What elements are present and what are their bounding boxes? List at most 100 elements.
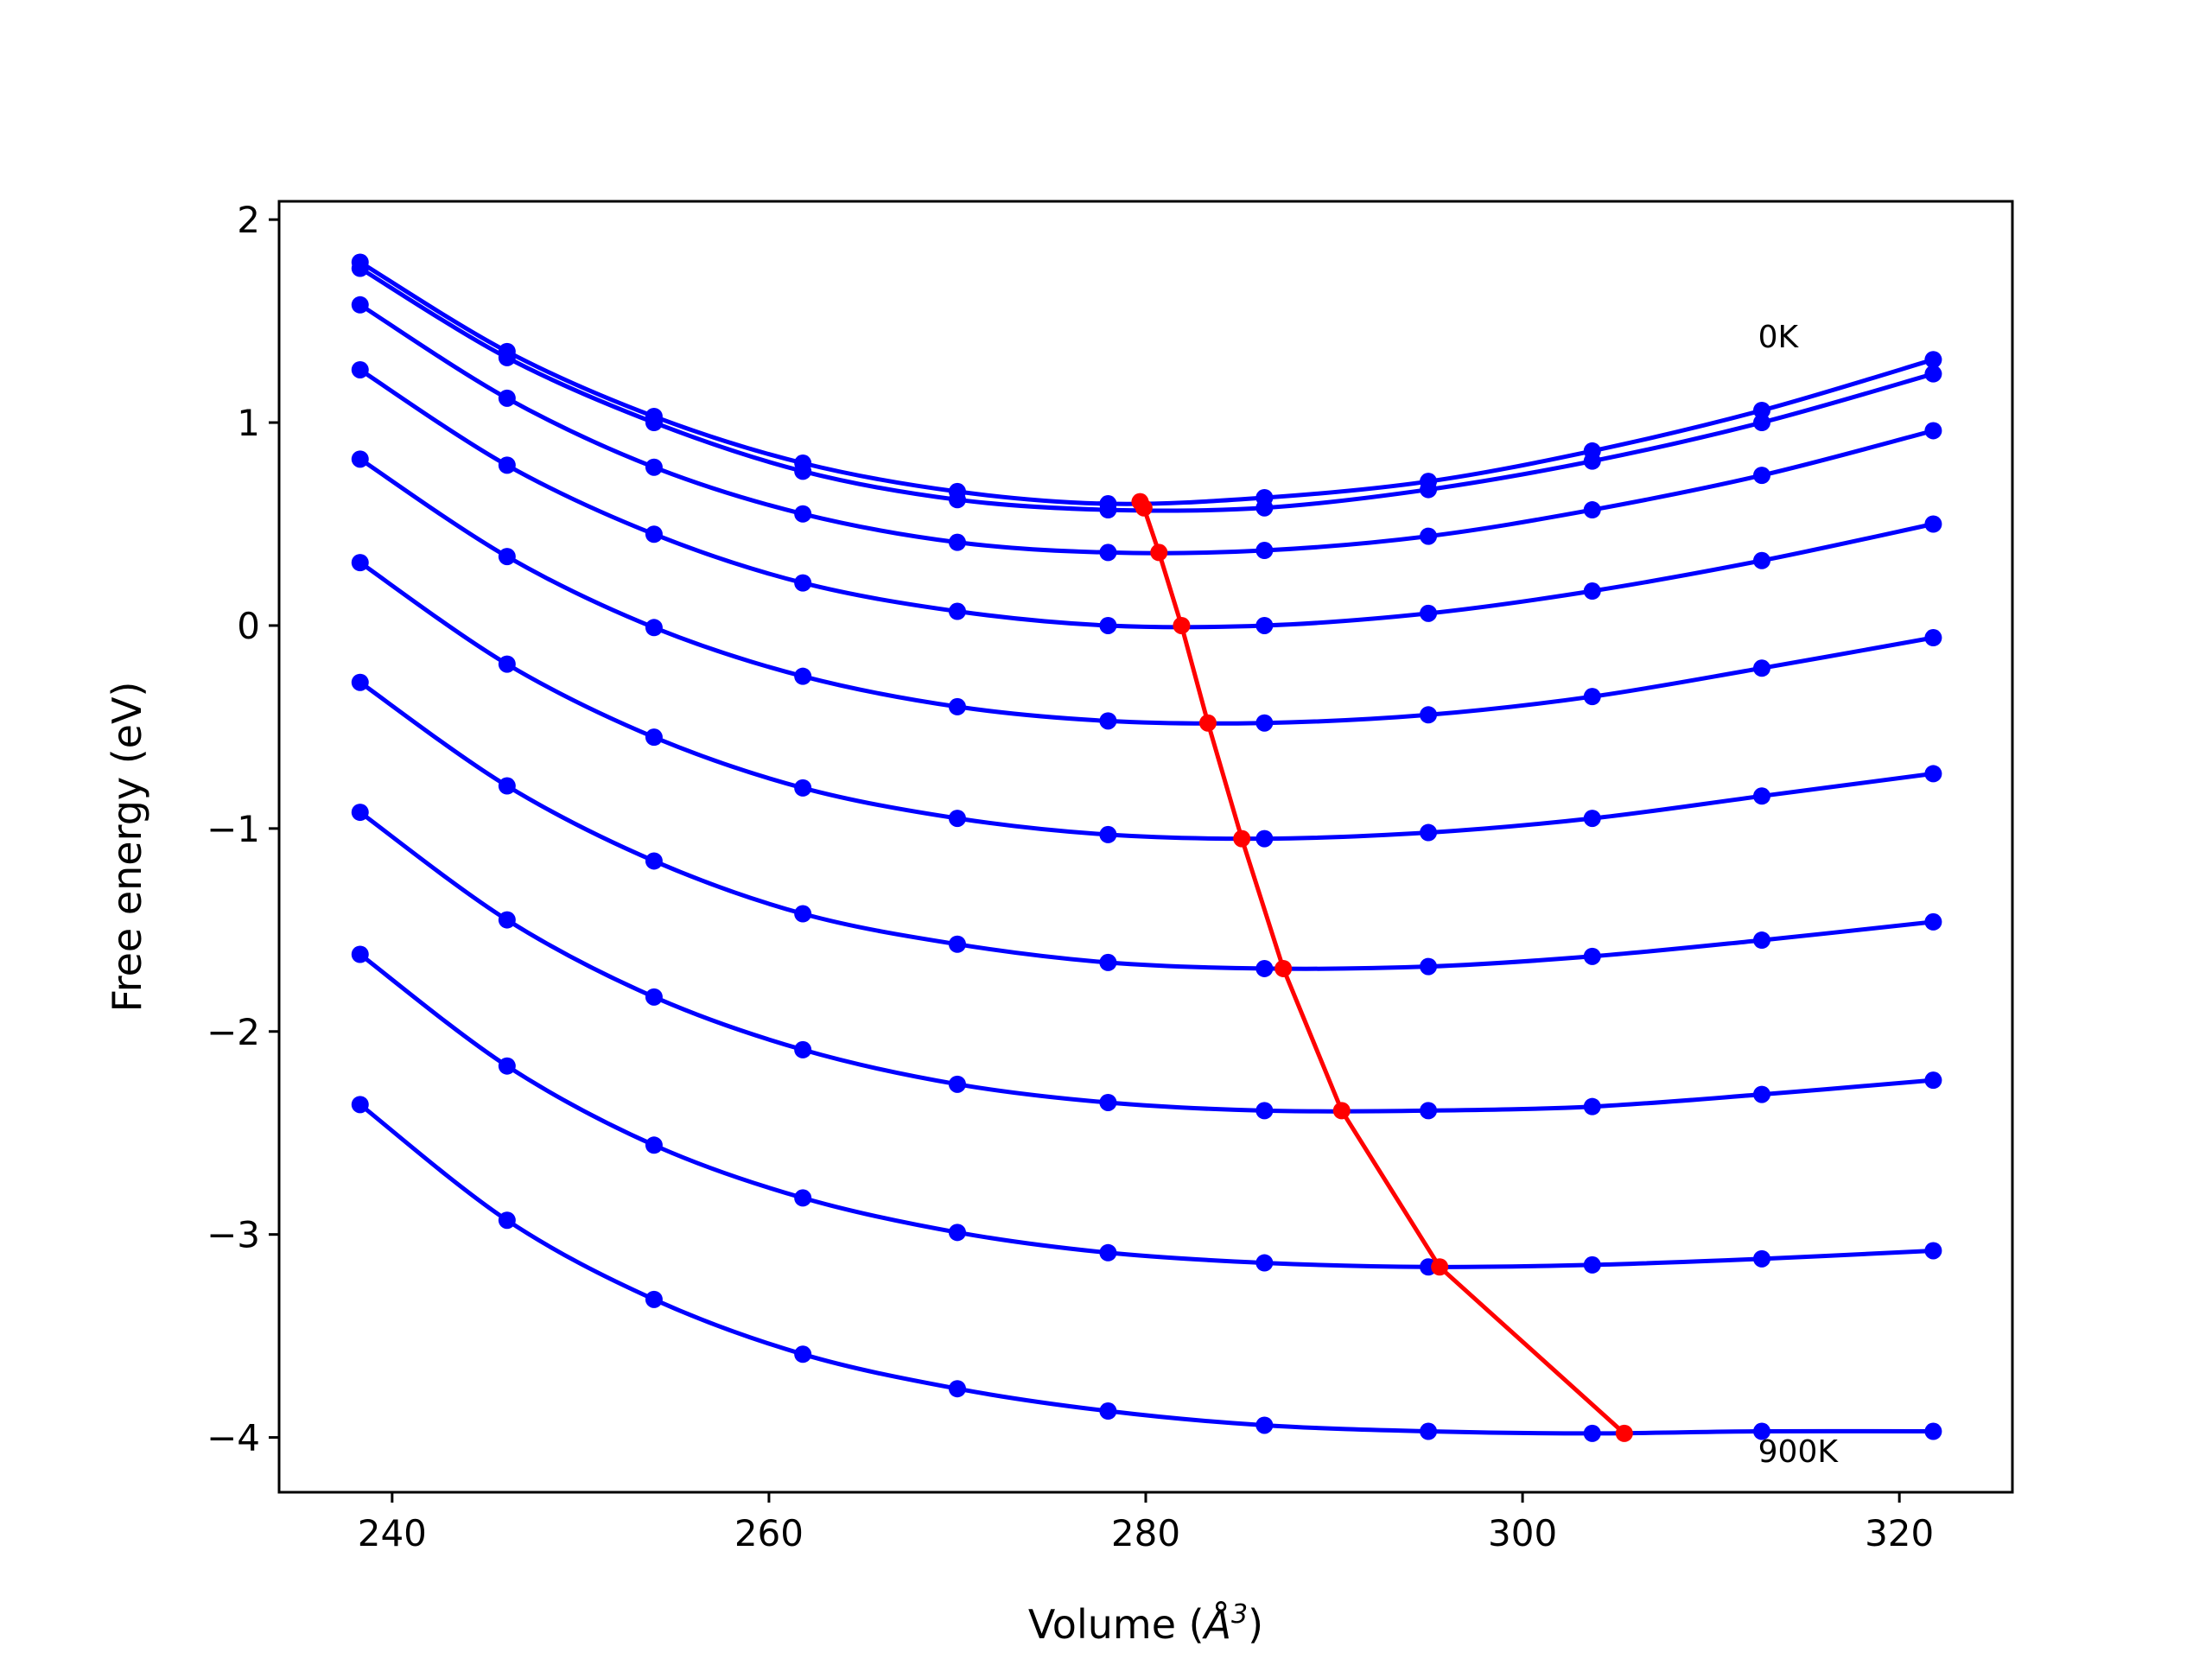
series-0 (351, 253, 1942, 513)
data-point (794, 1345, 812, 1363)
x-tick-label: 320 (1865, 1512, 1934, 1554)
minimum-point (1332, 1102, 1351, 1120)
y-tick-label: −3 (207, 1214, 260, 1256)
data-point (1924, 365, 1942, 383)
data-point (1255, 1254, 1274, 1272)
series-4 (351, 450, 1942, 732)
x-tick-label: 240 (358, 1512, 427, 1554)
annotation-900k: 900K (1758, 1434, 1840, 1470)
data-point (948, 935, 966, 953)
series-5 (351, 554, 1942, 848)
data-point (1255, 542, 1274, 560)
minimum-point (1431, 1258, 1449, 1276)
data-point (498, 655, 516, 673)
data-point (1753, 414, 1771, 432)
data-point (1099, 712, 1117, 730)
data-point (1099, 1402, 1117, 1421)
data-point (351, 296, 369, 314)
data-point (1420, 480, 1438, 499)
data-point (1420, 823, 1438, 842)
data-point (1255, 1416, 1274, 1434)
minimum-line (1138, 500, 1626, 1435)
data-point (1924, 765, 1942, 783)
data-point (498, 548, 516, 566)
data-point (948, 491, 966, 509)
x-axis-label-exponent: 3 (1231, 1599, 1248, 1630)
series-line (359, 810, 1934, 1114)
axis-ticks: 240 260 280 300 320 2 1 0 −1 −2 −3 −4 (207, 199, 1934, 1554)
plot-area: 0K 900K (351, 253, 1942, 1470)
data-point (1924, 1071, 1942, 1090)
data-point (498, 389, 516, 407)
x-axis-label-unit: Å (1202, 1601, 1231, 1648)
data-point (351, 945, 369, 963)
data-point (794, 779, 812, 797)
data-point (1583, 501, 1601, 519)
data-point (1753, 659, 1771, 677)
data-point (1753, 551, 1771, 569)
data-point (1924, 351, 1942, 369)
y-axis-label: Free energy (eV) (104, 682, 150, 1013)
data-point (1255, 1102, 1274, 1120)
data-point (1255, 830, 1274, 848)
data-point (645, 1290, 663, 1308)
data-point (948, 1224, 966, 1242)
data-point (645, 525, 663, 543)
data-point (498, 777, 516, 795)
data-point (351, 554, 369, 572)
series-6 (351, 673, 1942, 977)
minimum-point (1173, 616, 1191, 634)
x-axis-label: Volume (Å3) (1028, 1599, 1263, 1648)
series-line (359, 952, 1934, 1269)
data-point (948, 810, 966, 828)
data-point (1255, 616, 1274, 634)
data-point (1255, 959, 1274, 977)
series-9 (351, 1096, 1942, 1442)
data-point (948, 533, 966, 551)
data-point (1924, 629, 1942, 647)
series-1 (351, 259, 1942, 519)
data-point (645, 414, 663, 432)
y-tick-label: −1 (207, 808, 260, 850)
data-point (1924, 422, 1942, 440)
series-8 (351, 945, 1942, 1276)
data-point (1753, 1422, 1771, 1440)
data-point (1583, 1097, 1601, 1116)
minimum-point (1198, 714, 1217, 732)
data-point (1583, 810, 1601, 828)
series-line (359, 1103, 1934, 1436)
y-tick-label: 0 (237, 605, 260, 647)
data-point (1420, 1422, 1438, 1440)
data-point (1924, 1242, 1942, 1260)
data-point (1099, 501, 1117, 519)
x-tick-label: 260 (734, 1512, 804, 1554)
data-point (948, 1075, 966, 1093)
data-point (948, 1380, 966, 1398)
data-point (645, 458, 663, 476)
data-point (1420, 706, 1438, 724)
data-point (351, 259, 369, 277)
minimum-point (1615, 1424, 1633, 1442)
data-point (794, 905, 812, 923)
x-tick-label: 300 (1488, 1512, 1557, 1554)
minimum-series (1131, 493, 1633, 1442)
data-point (498, 348, 516, 366)
data-point (1099, 953, 1117, 971)
data-point (351, 450, 369, 468)
data-point (794, 667, 812, 685)
data-point (1753, 931, 1771, 950)
annotation-0k: 0K (1758, 320, 1800, 355)
data-point (948, 697, 966, 715)
data-point (351, 1096, 369, 1114)
data-point (794, 1040, 812, 1058)
data-point (1753, 1249, 1771, 1268)
data-point (351, 804, 369, 822)
series-line (359, 266, 1935, 513)
data-point (794, 1189, 812, 1207)
data-point (1420, 604, 1438, 622)
data-point (794, 462, 812, 480)
x-axis-label-end: ) (1248, 1601, 1263, 1648)
data-point (1420, 1102, 1438, 1120)
data-point (1255, 499, 1274, 517)
